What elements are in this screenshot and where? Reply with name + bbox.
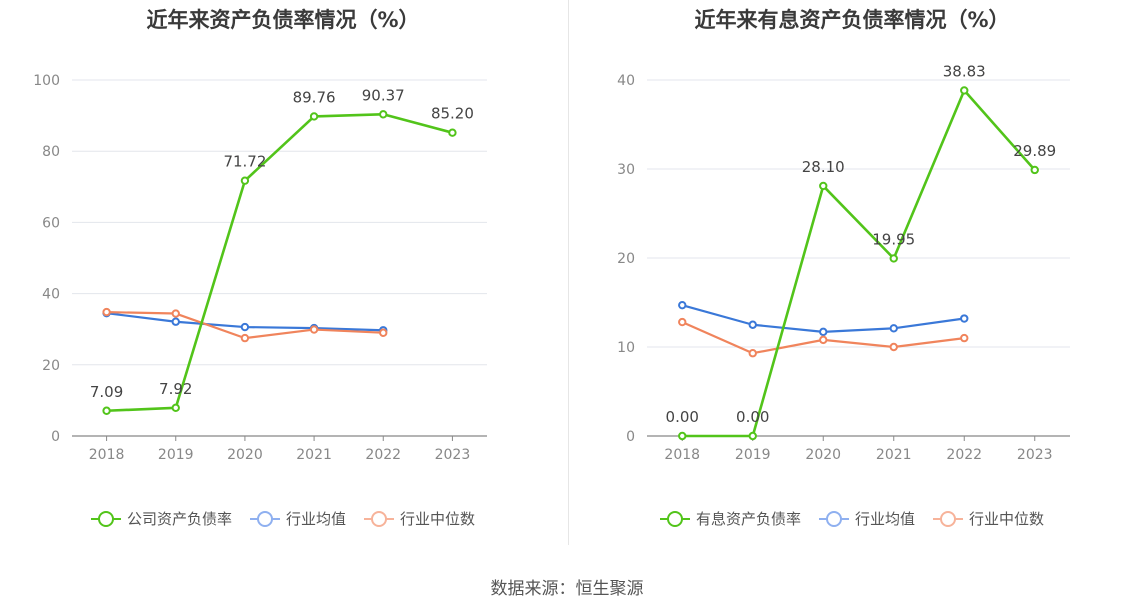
chart-panel-debt-ratio: 近年来资产负债率情况（%） 0 20 40 60 80 100 2018 2019 2020 20… — [0, 0, 566, 545]
legend-label: 行业中位数 — [400, 510, 476, 528]
data-label: 0.00 — [736, 408, 769, 426]
legend-item[interactable]: 行业中位数 — [364, 508, 475, 529]
data-point — [748, 431, 757, 441]
data-point — [379, 110, 388, 119]
y-tick-label: 20 — [42, 358, 60, 374]
y-tick-label: 30 — [617, 162, 635, 178]
data-label: 85.20 — [431, 105, 474, 123]
legend-label: 公司资产负债率 — [126, 510, 232, 528]
chart-title: 近年来资产负债率情况（%） — [146, 8, 420, 32]
data-point — [819, 181, 828, 191]
y-tick-label: 0 — [51, 429, 60, 445]
legend-swatch-icon — [933, 510, 963, 527]
data-point — [960, 333, 969, 343]
y-tick-label: 60 — [42, 215, 60, 231]
legend-swatch-icon — [90, 510, 121, 527]
y-tick-label: 40 — [617, 73, 635, 89]
data-point — [448, 128, 457, 137]
chart-legend: 公司资产负债率 行业均值 行业中位数 — [0, 508, 566, 529]
chart-plot-area: 0 10 20 30 40 2018 2019 2020 2021 2022 2023 0.00 0.0… — [617, 62, 1070, 463]
data-point — [748, 320, 757, 329]
data-point — [240, 322, 250, 332]
x-tick-label: 2022 — [365, 447, 401, 463]
data-point — [960, 86, 969, 95]
y-tick-label: 40 — [42, 287, 60, 303]
data-point — [171, 317, 180, 326]
data-label: 7.92 — [159, 380, 192, 398]
x-tick-label: 2020 — [805, 447, 841, 463]
legend-item[interactable]: 有息资产负债率 — [659, 508, 801, 529]
data-point — [171, 403, 180, 413]
x-tick-label: 2018 — [664, 447, 700, 463]
y-tick-label: 80 — [42, 144, 60, 160]
x-tick-label: 2023 — [1017, 447, 1053, 463]
x-tick-label: 2018 — [89, 447, 125, 463]
data-point — [102, 406, 111, 415]
legend-item[interactable]: 行业均值 — [249, 508, 346, 529]
data-point — [889, 342, 898, 352]
legend-swatch-icon — [249, 510, 280, 527]
x-tick-label: 2019 — [735, 447, 771, 463]
legend-label: 有息资产负债率 — [695, 510, 801, 528]
legend-item[interactable]: 公司资产负债率 — [90, 508, 232, 529]
chart-panel-interest-bearing-debt-ratio: 近年来有息资产负债率情况（%） 0 10 20 30 40 2018 2019 2020 202… — [570, 0, 1134, 545]
x-tick-label: 2022 — [946, 447, 982, 463]
data-point — [748, 349, 757, 358]
data-label: 28.10 — [802, 158, 845, 176]
x-tick-label: 2023 — [435, 447, 471, 463]
data-point — [102, 307, 111, 317]
series-line-0 — [106, 112, 453, 413]
x-tick-label: 2021 — [876, 447, 912, 463]
x-tick-label: 2020 — [227, 447, 263, 463]
legend-item[interactable]: 行业均值 — [818, 508, 915, 529]
data-point — [678, 300, 687, 310]
y-tick-label: 0 — [626, 429, 635, 445]
legend-item[interactable]: 行业中位数 — [933, 508, 1044, 529]
data-point — [379, 328, 388, 337]
x-tick-label: 2019 — [158, 447, 194, 463]
y-tick-label: 100 — [33, 73, 60, 89]
legend-label: 行业中位数 — [969, 510, 1045, 528]
data-point — [678, 317, 687, 327]
chart-title: 近年来有息资产负债率情况（%） — [694, 8, 1010, 32]
legend-swatch-icon — [818, 510, 849, 527]
data-label: 29.89 — [1013, 142, 1056, 160]
data-point — [1030, 165, 1039, 175]
data-label: 38.83 — [943, 62, 986, 80]
data-label: 89.76 — [293, 88, 336, 106]
legend-label: 行业均值 — [854, 510, 915, 528]
data-label: 0.00 — [666, 408, 699, 426]
data-point — [309, 325, 319, 334]
y-tick-label: 10 — [617, 340, 635, 356]
chart-legend: 有息资产负债率 行业均值 行业中位数 — [570, 508, 1134, 529]
legend-swatch-icon — [659, 510, 690, 527]
series-line-0 — [682, 89, 1036, 438]
data-label: 71.72 — [223, 153, 266, 171]
data-point — [819, 327, 828, 337]
data-point — [240, 176, 250, 185]
data-point — [171, 309, 180, 318]
data-point — [309, 112, 319, 121]
data-label: 90.37 — [362, 86, 405, 104]
data-label: 7.09 — [90, 383, 123, 401]
legend-label: 行业均值 — [285, 510, 346, 528]
x-tick-label: 2021 — [296, 447, 332, 463]
panel-divider — [568, 0, 569, 545]
chart-plot-area: 0 20 40 60 80 100 2018 2019 2020 2021 2022 2023 7.09… — [33, 73, 487, 463]
data-point — [889, 324, 898, 333]
data-source-note: 数据来源：恒生聚源 — [490, 579, 644, 599]
data-point — [960, 314, 969, 323]
y-tick-label: 20 — [617, 251, 635, 267]
legend-swatch-icon — [364, 510, 394, 527]
data-point — [819, 335, 828, 345]
data-point — [889, 254, 898, 263]
data-point — [678, 431, 687, 441]
data-label: 19.95 — [872, 230, 915, 248]
data-point — [240, 333, 250, 343]
